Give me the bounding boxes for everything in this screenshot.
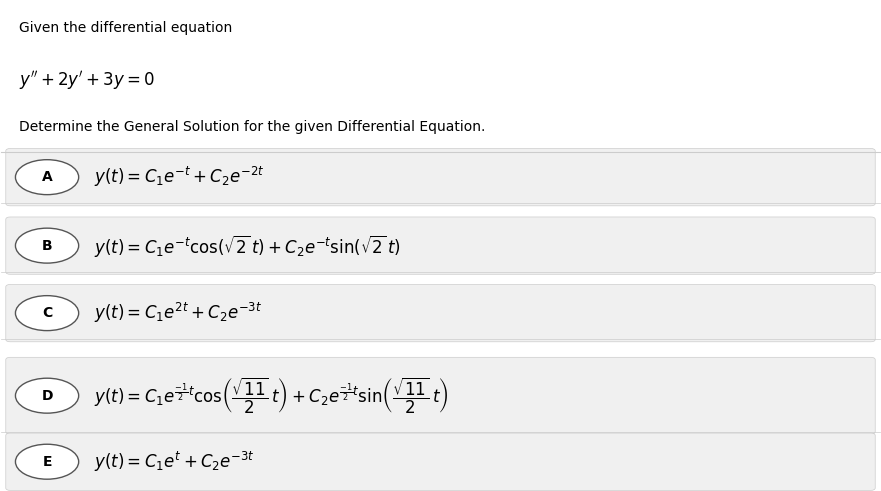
FancyBboxPatch shape — [6, 284, 875, 342]
Text: Given the differential equation: Given the differential equation — [19, 21, 233, 35]
FancyBboxPatch shape — [6, 433, 875, 491]
Circle shape — [16, 444, 78, 479]
Circle shape — [16, 296, 78, 330]
Text: D: D — [41, 389, 53, 403]
Text: Determine the General Solution for the given Differential Equation.: Determine the General Solution for the g… — [19, 120, 485, 135]
Text: $y(t) = C_1 e^{-t} + C_2 e^{-2t}$: $y(t) = C_1 e^{-t} + C_2 e^{-2t}$ — [93, 165, 264, 189]
Text: $y(t) = C_1 e^{t} + C_2 e^{-3t}$: $y(t) = C_1 e^{t} + C_2 e^{-3t}$ — [93, 450, 255, 474]
Circle shape — [16, 378, 78, 413]
Text: C: C — [42, 306, 52, 320]
Text: $y(t) = C_1 e^{\frac{-1}{2}t} \cos\!\left(\dfrac{\sqrt{11}}{2}\, t\right) + C_2 : $y(t) = C_1 e^{\frac{-1}{2}t} \cos\!\lef… — [93, 376, 448, 416]
Text: B: B — [41, 239, 52, 253]
Text: $y(t) = C_1 e^{2t} + C_2 e^{-3t}$: $y(t) = C_1 e^{2t} + C_2 e^{-3t}$ — [93, 301, 262, 325]
FancyBboxPatch shape — [6, 148, 875, 206]
Text: A: A — [41, 170, 53, 184]
Text: $y(t) = C_1 e^{-t} \cos\!\left(\sqrt{2}\, t\right) + C_2 e^{-t} \sin\!\left(\sqr: $y(t) = C_1 e^{-t} \cos\!\left(\sqrt{2}\… — [93, 233, 401, 259]
Circle shape — [16, 160, 78, 194]
FancyBboxPatch shape — [6, 357, 875, 434]
Text: E: E — [42, 455, 52, 469]
Circle shape — [16, 228, 78, 263]
FancyBboxPatch shape — [6, 217, 875, 274]
Text: $y'' + 2y' + 3y = 0$: $y'' + 2y' + 3y = 0$ — [19, 69, 155, 92]
